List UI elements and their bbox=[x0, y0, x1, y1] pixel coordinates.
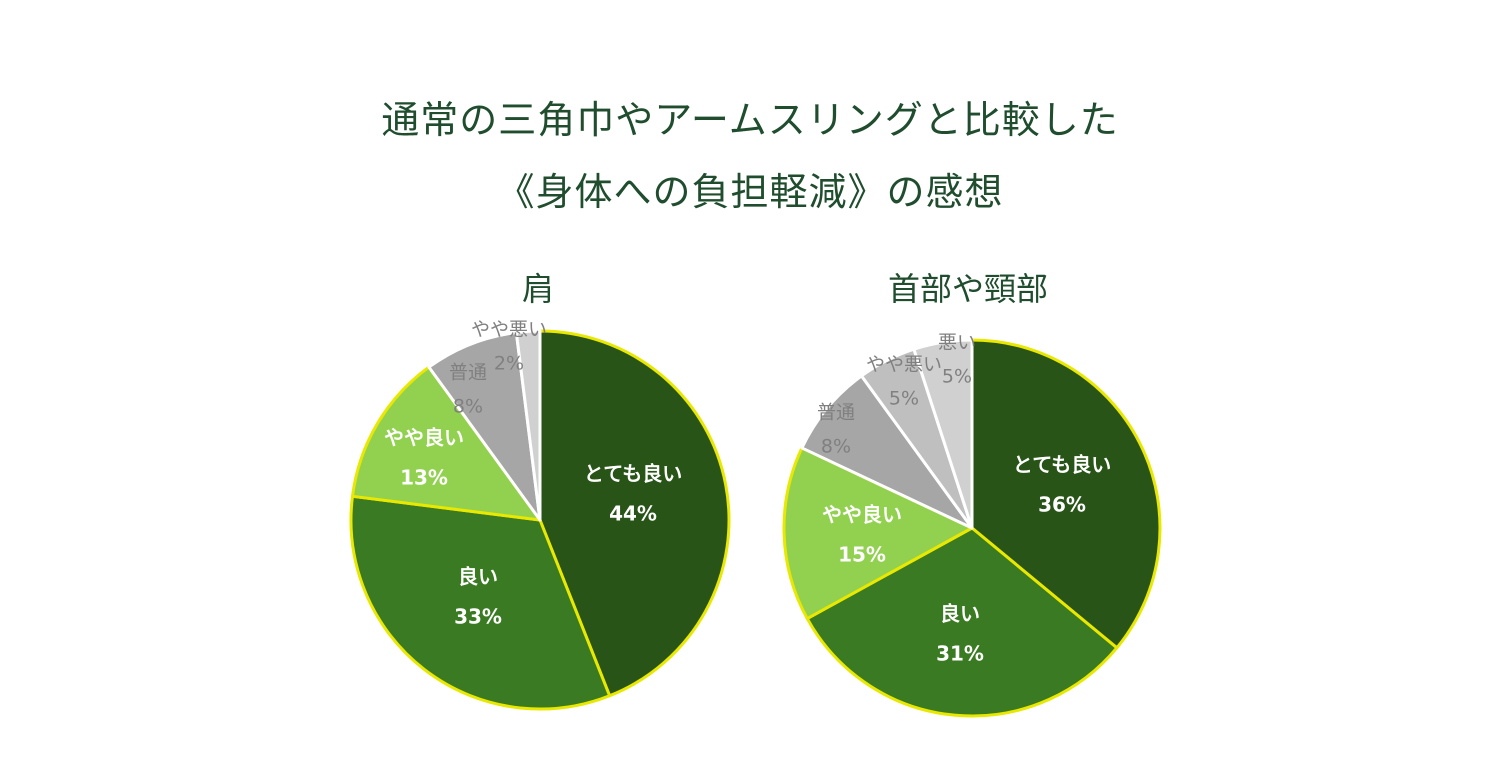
pie-slice-shoulder-3 bbox=[427, 330, 542, 522]
slice-value-shoulder-3: 8% bbox=[453, 396, 483, 418]
slice-value-neck-3: 8% bbox=[821, 436, 851, 458]
pie-slice-shoulder-2 bbox=[350, 365, 542, 522]
pie-slice-shoulder-0 bbox=[538, 329, 731, 698]
slice-label-neck-0: とても良い bbox=[1013, 453, 1111, 477]
chart-title-line-1: 通常の三角巾やアームスリングと比較した bbox=[381, 98, 1119, 142]
pie-slice-neck-3 bbox=[800, 374, 974, 530]
pie-slice-neck-1 bbox=[805, 526, 1119, 718]
pie-slice-neck-5 bbox=[912, 338, 974, 530]
slice-label-shoulder-0: とても良い bbox=[584, 462, 682, 486]
pie-slice-shoulder-4 bbox=[514, 329, 542, 522]
slice-value-shoulder-4: 2% bbox=[494, 353, 524, 375]
pie-title-shoulder: 肩 bbox=[522, 270, 554, 308]
chart-title-line-2: 《身体への負担軽減》の感想 bbox=[496, 170, 1004, 214]
pie-slice-shoulder-1 bbox=[349, 494, 612, 711]
slice-value-neck-4: 5% bbox=[889, 388, 919, 410]
slice-value-neck-2: 15% bbox=[838, 543, 886, 567]
slice-value-shoulder-1: 33% bbox=[454, 605, 502, 629]
slice-label-neck-5: 悪い bbox=[938, 332, 976, 354]
slice-label-shoulder-3: 普通 bbox=[449, 362, 487, 384]
slice-value-neck-0: 36% bbox=[1038, 493, 1086, 517]
slice-value-neck-5: 5% bbox=[942, 366, 972, 388]
slice-label-neck-2: やや良い bbox=[822, 503, 902, 527]
slice-label-shoulder-2: やや良い bbox=[384, 426, 464, 450]
slice-value-shoulder-0: 44% bbox=[609, 502, 657, 526]
slice-label-neck-1: 良い bbox=[940, 602, 980, 626]
pie-title-neck: 首部や頸部 bbox=[888, 270, 1048, 308]
pie-slice-neck-2 bbox=[782, 446, 974, 621]
pie-chart-shoulder: 肩 とても良い 44% 良い 33% やや良い 13% 普通 8% やや悪い 2% bbox=[349, 270, 731, 711]
pie-slice-neck-0 bbox=[970, 338, 1162, 650]
slice-label-shoulder-1: 良い bbox=[458, 565, 498, 589]
slice-value-shoulder-2: 13% bbox=[400, 466, 448, 490]
slice-value-neck-1: 31% bbox=[936, 642, 984, 666]
slice-label-shoulder-4: やや悪い bbox=[471, 319, 547, 341]
slice-label-neck-3: 普通 bbox=[817, 402, 855, 424]
slice-label-neck-4: やや悪い bbox=[866, 354, 942, 376]
